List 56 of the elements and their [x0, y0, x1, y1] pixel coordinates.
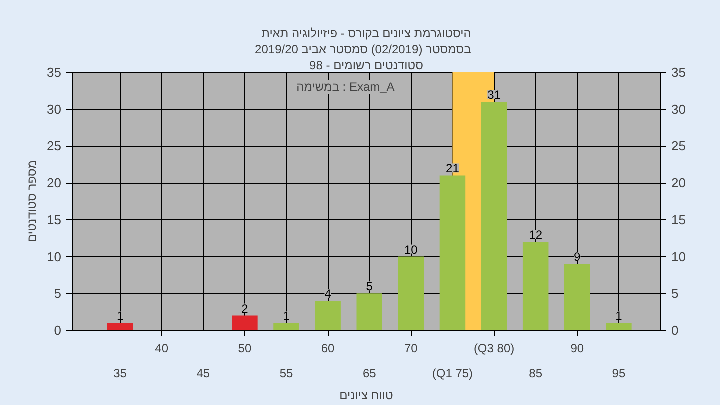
- bar: [564, 264, 590, 330]
- bar: [440, 176, 466, 330]
- data-label: 2: [242, 302, 249, 316]
- data-label: 1: [116, 309, 124, 324]
- y2-tick-label: 30: [672, 102, 686, 117]
- y2-tick-label: 5: [672, 286, 679, 302]
- data-label: 1: [616, 309, 623, 324]
- x-tick-label: 85: [529, 366, 543, 380]
- y-tick-label: 25: [47, 138, 62, 154]
- bar: [356, 294, 382, 330]
- data-label: 9: [574, 250, 582, 264]
- bar: [398, 256, 424, 330]
- x-tick-label: 95: [612, 366, 626, 380]
- text: סטודנטים רשומים - 98: [310, 58, 424, 72]
- data-label: 21: [446, 162, 460, 176]
- bar: [232, 316, 258, 330]
- x-tick-label: 50: [238, 342, 252, 356]
- y-tick-label: 5: [54, 286, 62, 302]
- y-tick-label: 35: [47, 65, 62, 80]
- y-axis-title: מספר סטודנטים: [25, 160, 40, 243]
- x-tick-label: 70: [404, 342, 418, 356]
- y2-tick-label: 20: [672, 176, 686, 191]
- bar: [274, 323, 300, 330]
- x-tick-label: 55: [280, 366, 294, 380]
- y2-tick-label: 35: [672, 65, 686, 80]
- bar: [522, 242, 549, 330]
- data-label: 12: [529, 228, 543, 242]
- x-tick-label: 90: [570, 342, 584, 356]
- y2-tick-label: 15: [672, 212, 686, 228]
- x-tick-label: 45: [196, 366, 210, 380]
- x-axis-title: טווח ציונים: [340, 388, 394, 402]
- y2-tick-label: 10: [672, 249, 686, 264]
- x-tick-label: (Q3 80): [474, 342, 515, 356]
- x-tick-label: (Q1 75): [432, 366, 474, 380]
- data-label: 10: [404, 242, 418, 257]
- x-tick-label: 35: [114, 366, 128, 380]
- y-tick-label: 20: [47, 176, 62, 191]
- x-tick-label: 65: [362, 366, 377, 380]
- data-label: 31: [488, 88, 502, 102]
- x-tick-label: 60: [321, 342, 336, 356]
- y2-tick-label: 0: [672, 323, 679, 338]
- y-tick-label: 10: [47, 249, 62, 264]
- y-tick-label: 0: [54, 323, 62, 338]
- bar: [315, 301, 341, 330]
- y-tick-label: 15: [47, 212, 62, 228]
- chart-title: היסטוגרמת ציונים בקורס - פיזיולוגיה תאית: [262, 26, 472, 40]
- data-label: 1: [283, 309, 290, 324]
- bar: [606, 323, 632, 330]
- data-label: 4: [324, 287, 332, 302]
- x-tick-label: 40: [155, 342, 169, 356]
- annotation: במשימה : Exam_A: [296, 80, 395, 94]
- bar: [107, 323, 134, 330]
- y2-tick-label: 25: [672, 138, 686, 154]
- chart-subtitle: בסמסטר (02/2019) סמסטר אביב 2019/20: [255, 42, 472, 56]
- y-tick-label: 30: [47, 102, 62, 117]
- data-label: 5: [366, 280, 374, 294]
